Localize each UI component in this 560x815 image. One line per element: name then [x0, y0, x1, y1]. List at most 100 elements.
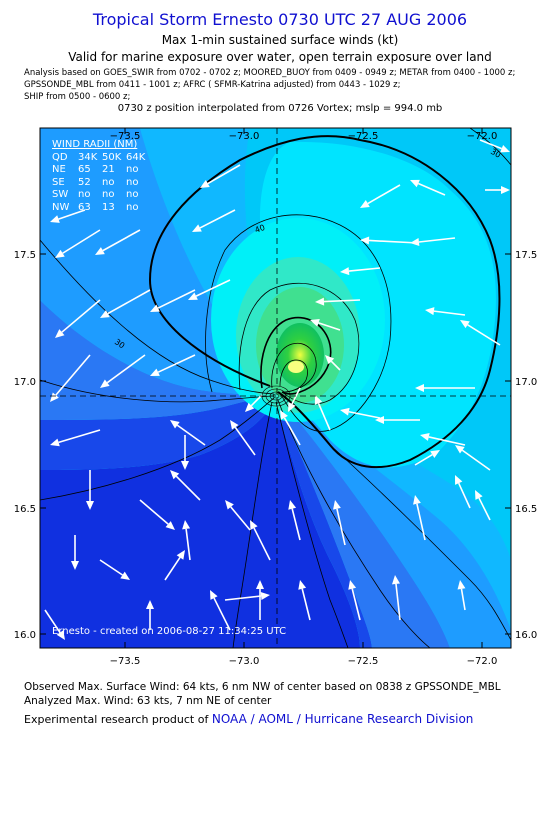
wind-vector-head: [55, 329, 65, 338]
wind-vector-head: [55, 249, 65, 258]
wind-vector-shaft: [224, 595, 262, 601]
experimental-prefix: Experimental research product of: [24, 713, 212, 726]
wind-vector-shaft: [414, 453, 433, 466]
wind-vector-head: [315, 297, 325, 306]
radii-cell: no: [102, 176, 115, 188]
field-band-deep: [40, 400, 360, 648]
wind-vector-head: [280, 410, 288, 420]
wind-vector-head: [50, 215, 60, 223]
field-band-dark: [40, 395, 372, 648]
contour-20kt-west: [40, 379, 275, 403]
radii-cell: no: [102, 189, 115, 201]
contour-34kt: [148, 135, 501, 469]
contour-20kt-south: [275, 401, 349, 648]
wind-vector-shaft: [253, 527, 271, 561]
wind-vector-shaft: [318, 322, 341, 331]
wind-vector-head: [210, 590, 218, 600]
radii-header-50k: 50K: [102, 151, 122, 163]
wind-vector-head: [392, 575, 400, 585]
wind-vector-head: [455, 475, 463, 485]
lat-tick-left-4: 16.0: [14, 630, 36, 641]
contour-label-30-ne: 30: [489, 147, 502, 160]
wind-vector-shaft: [291, 508, 301, 541]
wind-vector-shaft: [433, 310, 466, 316]
wind-vector-head: [56, 630, 65, 640]
lat-tick-left-2: 17.0: [14, 377, 36, 388]
wind-vector-shaft: [58, 429, 101, 444]
lon-tick-bottom-1: −73.5: [110, 656, 141, 667]
wind-vector-head: [410, 238, 420, 246]
lat-tick-right-2: 17.0: [515, 377, 537, 388]
lat-tick-right-4: 16.0: [515, 630, 537, 641]
wind-vector-head: [413, 495, 421, 505]
wind-vector-head: [455, 445, 465, 454]
wind-vector-shaft: [478, 497, 491, 521]
lat-tick-left-3: 16.5: [14, 504, 36, 515]
valid-note: Valid for marine exposure over water, op…: [68, 50, 492, 64]
map-ticks: [40, 128, 511, 648]
contour-40kt: [205, 214, 392, 432]
wind-vector-head: [165, 521, 175, 530]
wind-vector-head: [314, 395, 323, 405]
wind-vector-shaft: [62, 229, 101, 254]
wind-vector-shaft: [467, 324, 501, 346]
wind-vector-shaft: [139, 499, 169, 525]
contour-55kt: [271, 342, 317, 393]
radii-cell: 52: [78, 176, 91, 188]
field-band-mid: [40, 300, 450, 648]
field-band-blue: [40, 128, 511, 648]
radii-cell: SE: [52, 176, 65, 188]
radii-cell: NE: [52, 164, 66, 176]
wind-vector-head: [225, 500, 234, 510]
wind-vector-head: [50, 438, 60, 447]
wind-vector-shaft: [44, 609, 61, 633]
lat-tick-right-3: 16.5: [515, 504, 537, 515]
wind-vector-head: [176, 550, 185, 560]
wind-vector-shaft: [460, 588, 466, 611]
wind-vector-head: [146, 600, 154, 609]
wind-vector-shaft: [283, 417, 301, 446]
wind-vector-head: [256, 580, 264, 589]
wind-vector-head: [170, 470, 180, 480]
wind-vector-head: [501, 186, 510, 194]
wind-vector-head: [95, 247, 105, 255]
wind-vector-head: [250, 520, 258, 530]
lon-tick-bottom-3: −72.5: [348, 656, 379, 667]
radii-cell: 63: [78, 201, 91, 213]
wind-vector-shaft: [416, 503, 426, 541]
contour-50kt: [260, 316, 332, 395]
wind-vector-shaft: [185, 528, 191, 561]
wind-vector-shaft: [99, 559, 123, 576]
wind-vector-shaft: [157, 289, 196, 309]
radii-cell: 21: [102, 164, 115, 176]
wind-vector-head: [230, 420, 239, 430]
wind-radii-header: QD 34K 50K 64K: [52, 152, 150, 165]
radii-header-34k: 34K: [78, 151, 98, 163]
lat-tick-right-1: 17.5: [515, 250, 537, 261]
wind-vector-shaft: [250, 394, 263, 407]
wind-vector-head: [500, 144, 510, 153]
analysis-line-1: Analysis based on GOES_SWIR from 0702 - …: [24, 68, 516, 78]
experimental-note: Experimental research product of NOAA / …: [24, 712, 473, 726]
wind-vector-head: [100, 379, 110, 388]
lon-tick-bottom-4: −72.0: [467, 656, 498, 667]
wind-vector-shaft: [102, 229, 141, 252]
wind-vector-shaft: [395, 583, 401, 621]
radii-cell: 65: [78, 164, 91, 176]
wind-vector-head: [200, 180, 210, 188]
contour-10kt-south: [232, 401, 273, 648]
radii-cell: no: [126, 176, 139, 188]
wind-vector-shaft: [164, 557, 181, 581]
analyzed-max-wind: Analyzed Max. Wind: 63 kts, 7 nm NE of c…: [24, 695, 272, 707]
wind-vector-shaft: [317, 402, 331, 431]
wind-vector-shaft: [479, 139, 502, 150]
radii-cell: NW: [52, 201, 70, 213]
contour-30kt-west: [40, 239, 275, 395]
radii-row-se: SE 52 no no: [52, 177, 150, 190]
lon-tick-top-3: −72.5: [348, 131, 379, 142]
contour-30kt-east: [329, 444, 511, 641]
wind-vector-shaft: [176, 424, 206, 446]
field-zone-max: [288, 361, 304, 373]
wind-vector-shaft: [368, 239, 419, 244]
contour-30kt-south: [277, 399, 431, 648]
